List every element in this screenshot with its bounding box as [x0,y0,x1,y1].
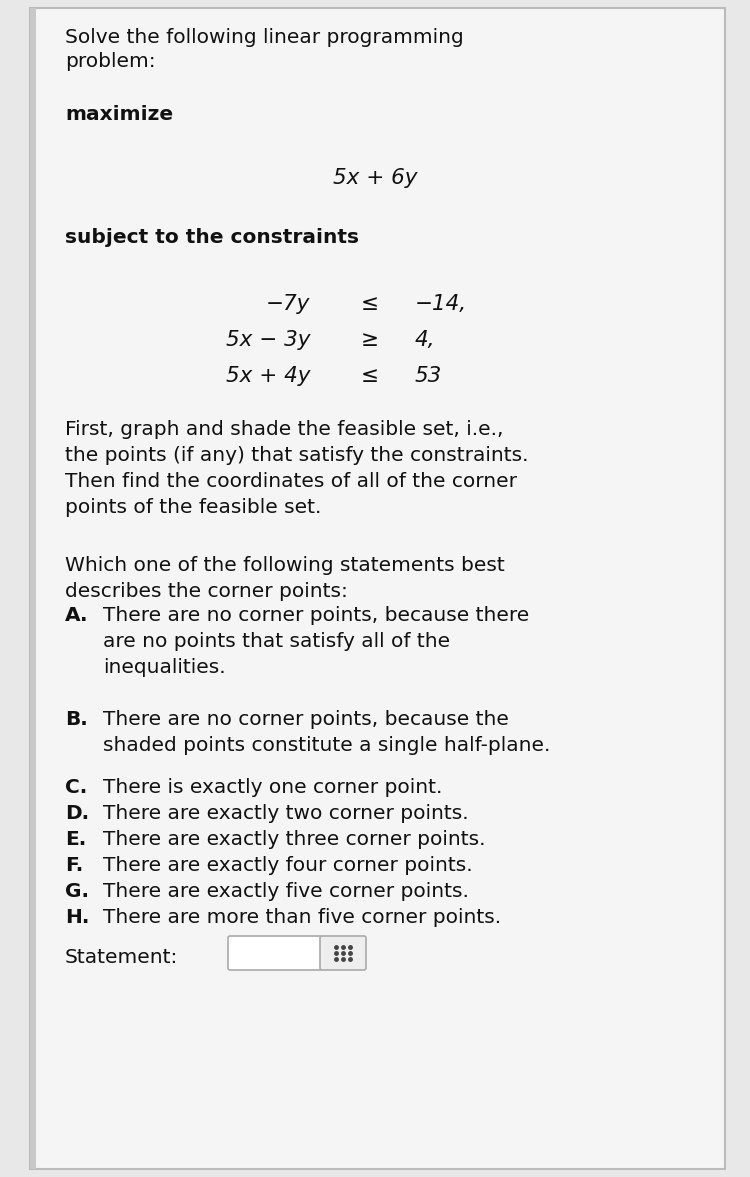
Text: ≥: ≥ [361,330,379,350]
Text: 5x + 6y: 5x + 6y [333,168,417,188]
Text: maximize: maximize [65,105,173,124]
Text: ≤: ≤ [361,366,379,386]
Text: problem:: problem: [65,52,156,71]
Text: Solve the following linear programming: Solve the following linear programming [65,28,464,47]
Text: D.: D. [65,804,89,823]
Text: E.: E. [65,830,86,849]
Text: −7y: −7y [266,294,310,314]
Text: shaded points constitute a single half-plane.: shaded points constitute a single half-p… [103,736,550,754]
Text: −14,: −14, [415,294,467,314]
Text: G.: G. [65,882,89,902]
Text: the points (if any) that satisfy the constraints.: the points (if any) that satisfy the con… [65,446,529,465]
Text: There are exactly two corner points.: There are exactly two corner points. [103,804,469,823]
Text: points of the feasible set.: points of the feasible set. [65,498,321,517]
Text: There are exactly four corner points.: There are exactly four corner points. [103,856,472,875]
Text: subject to the constraints: subject to the constraints [65,228,359,247]
Text: 5x + 4y: 5x + 4y [226,366,310,386]
FancyBboxPatch shape [228,936,322,970]
Text: There are exactly three corner points.: There are exactly three corner points. [103,830,485,849]
Text: There are exactly five corner points.: There are exactly five corner points. [103,882,469,902]
FancyBboxPatch shape [30,8,36,1169]
Text: 4,: 4, [415,330,436,350]
FancyBboxPatch shape [320,936,366,970]
Text: C.: C. [65,778,87,797]
Text: Statement:: Statement: [65,947,178,967]
Text: Then find the coordinates of all of the corner: Then find the coordinates of all of the … [65,472,517,491]
Text: There is exactly one corner point.: There is exactly one corner point. [103,778,442,797]
Text: 5x − 3y: 5x − 3y [226,330,310,350]
Text: B.: B. [65,710,88,729]
FancyBboxPatch shape [30,8,725,1169]
Text: H.: H. [65,907,89,927]
Text: First, graph and shade the feasible set, i.e.,: First, graph and shade the feasible set,… [65,420,503,439]
Text: There are no corner points, because there: There are no corner points, because ther… [103,606,530,625]
Text: F.: F. [65,856,83,875]
Text: A.: A. [65,606,88,625]
Text: ≤: ≤ [361,294,379,314]
Text: There are no corner points, because the: There are no corner points, because the [103,710,508,729]
Text: Which one of the following statements best: Which one of the following statements be… [65,556,505,576]
Text: 53: 53 [415,366,442,386]
Text: There are more than five corner points.: There are more than five corner points. [103,907,501,927]
Text: are no points that satisfy all of the: are no points that satisfy all of the [103,632,450,651]
Text: describes the corner points:: describes the corner points: [65,581,348,601]
Text: inequalities.: inequalities. [103,658,226,677]
